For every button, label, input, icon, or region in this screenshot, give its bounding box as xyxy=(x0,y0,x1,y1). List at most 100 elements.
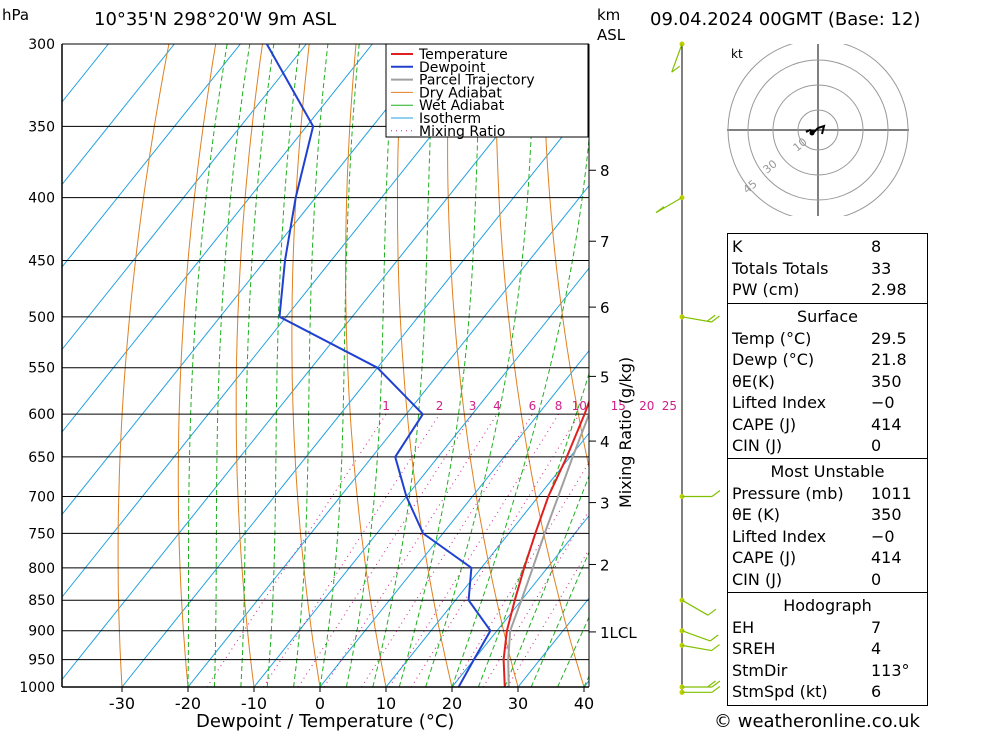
wind-barb-flag xyxy=(655,206,665,214)
isotherm-line xyxy=(650,44,720,687)
index-label: PW (cm) xyxy=(732,280,800,299)
wet-adiabat-line xyxy=(530,551,589,687)
legend-label: Mixing Ratio xyxy=(419,124,505,140)
index-label: EH xyxy=(732,617,755,637)
x-tick-label: 20 xyxy=(442,694,462,713)
index-value: 33 xyxy=(871,258,892,278)
index-label: K xyxy=(732,237,743,256)
height-tick-label: 1LCL xyxy=(600,624,637,642)
height-tick-label: 8 xyxy=(600,162,610,180)
wind-barb-flag xyxy=(711,680,720,688)
hodograph-ring xyxy=(797,109,839,151)
index-value: 0 xyxy=(871,569,882,589)
isotherm-line xyxy=(62,44,241,268)
wind-barb-flag xyxy=(711,490,720,497)
index-value: 414 xyxy=(871,548,902,567)
dry-adiabat-line xyxy=(117,44,170,687)
panel-title: Hodograph xyxy=(783,596,872,615)
index-row: CIN (J) 0 xyxy=(728,569,927,591)
index-row: StmDir 113° xyxy=(728,660,927,682)
index-label: SREH xyxy=(732,639,776,658)
mixing-ratio-line xyxy=(411,413,580,687)
datetime-label: 09.04.2024 00GMT (Base: 12) xyxy=(650,9,921,30)
mixing-ratio-label: 8 xyxy=(555,399,563,413)
index-row: Lifted Index −0 xyxy=(728,526,927,548)
pressure-tick-label: 800 xyxy=(28,561,55,577)
mixing-ratio-label: 25 xyxy=(662,399,677,413)
sounding-curves xyxy=(265,44,589,687)
height-unit-asl: ASL xyxy=(597,26,626,44)
pressure-tick-label: 400 xyxy=(28,191,55,207)
wet-adiabat-line xyxy=(345,44,395,687)
mixing-ratio-label: 6 xyxy=(529,399,537,413)
pressure-tick-label: 850 xyxy=(28,593,55,609)
x-tick-labels: -30 -20 -10 0 10 20 30 40 xyxy=(109,687,594,713)
wet-adiabat-line xyxy=(293,44,329,687)
index-label: θE (K) xyxy=(732,505,780,524)
index-label: Temp (°C) xyxy=(732,328,812,348)
dry-adiabat-line xyxy=(495,44,585,687)
hodograph-ring xyxy=(772,84,864,176)
x-tick-label: -30 xyxy=(109,694,135,713)
legend-label: Parcel Trajectory xyxy=(419,73,535,89)
index-value: 1011 xyxy=(871,483,912,503)
index-value: 350 xyxy=(871,505,902,524)
index-label: θE(K) xyxy=(732,371,775,391)
index-label: Dewp (°C) xyxy=(732,350,815,369)
pressure-tick-label: 900 xyxy=(28,624,55,640)
panel-title: Most Unstable xyxy=(770,462,885,481)
storm-motion-marker xyxy=(809,130,815,136)
index-label: Lifted Index xyxy=(732,526,827,546)
height-tick-label: 4 xyxy=(600,433,610,451)
mixing-ratio-label: 15 xyxy=(611,399,626,413)
wet-adiabat-line xyxy=(583,675,589,687)
index-label: Pressure (mb) xyxy=(732,483,844,503)
series-parcel-trajectory xyxy=(507,411,589,687)
index-row: Pressure (mb) 1011 xyxy=(728,483,927,505)
mixing-ratio-line xyxy=(262,413,440,687)
mixing-ratio-labels: 1 2 3 4 6 8 10 15 20 25 xyxy=(382,399,677,413)
indices-panel: K 8 Totals Totals 33 PW (cm) 2.98 xyxy=(727,233,928,304)
wind-profile xyxy=(655,41,720,695)
hodograph-unit: kt xyxy=(731,47,743,61)
mixing-ratio-label: 10 xyxy=(572,399,587,413)
x-tick-label: -20 xyxy=(175,694,201,713)
mixing-ratio-label: 20 xyxy=(639,399,654,413)
background-lines xyxy=(62,44,720,687)
pressure-tick-label: 350 xyxy=(28,119,55,135)
height-tick-label: 6 xyxy=(600,299,610,317)
index-value: 21.8 xyxy=(871,350,907,369)
isotherm-line xyxy=(319,349,589,687)
skewt-chart: 3003504004505005506006507007508008509009… xyxy=(19,37,720,732)
wind-barb-flag xyxy=(711,315,720,323)
wet-adiabat-line xyxy=(213,44,251,687)
series-dewpoint xyxy=(265,44,492,687)
location-title: 10°35'N 298°20'W 9m ASL xyxy=(94,9,337,30)
index-row: CAPE (J) 414 xyxy=(728,547,927,569)
dry-adiabat-line xyxy=(235,44,263,687)
index-label: CAPE (J) xyxy=(732,414,797,434)
isotherm-line xyxy=(62,44,571,681)
index-row: Lifted Index −0 xyxy=(728,392,927,414)
index-row: Dewp (°C) 21.8 xyxy=(728,349,927,371)
x-tick-label: 40 xyxy=(574,694,594,713)
wind-barb-flag xyxy=(671,65,681,73)
index-value: 6 xyxy=(871,682,882,701)
wind-barb xyxy=(681,599,709,616)
legend-label: Wet Adiabat xyxy=(419,98,505,114)
pressure-tick-label: 1000 xyxy=(19,680,55,696)
wet-adiabat-line xyxy=(240,44,275,687)
pressure-tick-label: 550 xyxy=(28,361,55,377)
wind-barb xyxy=(681,316,712,323)
index-label: StmSpd (kt) xyxy=(732,682,828,701)
index-row: θE(K) 350 xyxy=(728,371,927,393)
hodograph-ring xyxy=(727,44,909,216)
x-tick-label: 10 xyxy=(376,694,396,713)
index-label: StmDir xyxy=(732,660,788,680)
pressure-tick-label: 700 xyxy=(28,490,55,506)
most-unstable-panel: Most Unstable Pressure (mb) 1011 θE (K) 350 L… xyxy=(727,458,928,593)
legend-label: Dry Adiabat xyxy=(419,85,502,101)
